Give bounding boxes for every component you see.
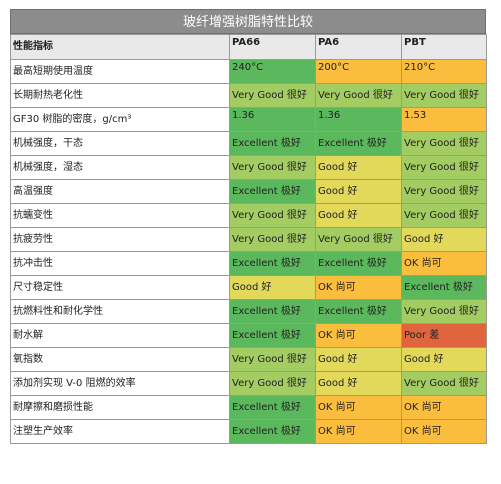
rating-cell-pa66: Excellent 极好: [229, 299, 316, 324]
table-row: 耐水解 Excellent 极好 OK 尚可 Poor 差: [10, 323, 487, 348]
table-row: 耐摩擦和磨损性能 Excellent 极好 OK 尚可 OK 尚可: [10, 395, 487, 420]
rating-cell-pa66: Excellent 极好: [229, 251, 316, 276]
table-row: 机械强度，干态 Excellent 极好 Excellent 极好 Very Good…: [10, 131, 487, 156]
row-label: 机械强度，湿态: [10, 155, 230, 180]
rating-cell-pa6: Very Good 很好: [315, 227, 402, 252]
rating-cell-pa66: Excellent 极好: [229, 419, 316, 444]
rating-cell-pbt: OK 尚可: [401, 419, 487, 444]
row-label: 高温强度: [10, 179, 230, 204]
rating-cell-pbt: 1.53: [401, 107, 487, 132]
row-label: 长期耐热老化性: [10, 83, 230, 108]
table-row: 注塑生产效率 Excellent 极好 OK 尚可 OK 尚可: [10, 419, 487, 444]
rating-cell-pbt: Good 好: [401, 227, 487, 252]
table-row: GF30 树脂的密度，g/cm³ 1.36 1.36 1.53: [10, 107, 487, 132]
table-row: 抗燃料性和耐化学性 Excellent 极好 Excellent 极好 Very Go…: [10, 299, 487, 324]
rating-cell-pbt: Very Good 很好: [401, 179, 487, 204]
rating-cell-pa6: Good 好: [315, 371, 402, 396]
row-label: 抗冲击性: [10, 251, 230, 276]
row-label: 耐水解: [10, 323, 230, 348]
row-label: 机械强度，干态: [10, 131, 230, 156]
rating-cell-pbt: Very Good 很好: [401, 131, 487, 156]
table-row: 机械强度，湿态 Very Good 很好 Good 好 Very Good 很好: [10, 155, 487, 180]
rating-cell-pa6: 200°C: [315, 59, 402, 84]
row-label: 添加剂实现 V-0 阻燃的效率: [10, 371, 230, 396]
table-row: 抗疲劳性 Very Good 很好 Very Good 很好 Good 好: [10, 227, 487, 252]
row-label: 注塑生产效率: [10, 419, 230, 444]
rating-cell-pa66: 1.36: [229, 107, 316, 132]
table-row: 氧指数 Very Good 很好 Good 好 Good 好: [10, 347, 487, 372]
rating-cell-pa66: Very Good 很好: [229, 227, 316, 252]
rating-cell-pa6: OK 尚可: [315, 275, 402, 300]
rating-cell-pa66: Very Good 很好: [229, 347, 316, 372]
comparison-table-container: 玻纤增强树脂特性比较 性能指标 PA66 PA6 PBT 最高短期使用温度 240…: [10, 9, 487, 444]
rating-cell-pa6: Excellent 极好: [315, 299, 402, 324]
rating-cell-pa66: Good 好: [229, 275, 316, 300]
table-row: 长期耐热老化性 Very Good 很好 Very Good 很好 Very Good…: [10, 83, 487, 108]
table-row: 高温强度 Excellent 极好 Good 好 Very Good 很好: [10, 179, 487, 204]
row-label: 尺寸稳定性: [10, 275, 230, 300]
rating-cell-pa6: OK 尚可: [315, 395, 402, 420]
rating-cell-pa6: Good 好: [315, 179, 402, 204]
rating-cell-pa66: Excellent 极好: [229, 395, 316, 420]
row-label: 抗燃料性和耐化学性: [10, 299, 230, 324]
rating-cell-pa6: OK 尚可: [315, 419, 402, 444]
rating-cell-pbt: Very Good 很好: [401, 203, 487, 228]
table-row: 添加剂实现 V-0 阻燃的效率 Very Good 很好 Good 好 Very Go…: [10, 371, 487, 396]
header-pbt: PBT: [401, 34, 487, 60]
rating-cell-pbt: Poor 差: [401, 323, 487, 348]
rating-cell-pbt: Excellent 极好: [401, 275, 487, 300]
rating-cell-pa66: Very Good 很好: [229, 371, 316, 396]
table-row: 抗蠕变性 Very Good 很好 Good 好 Very Good 很好: [10, 203, 487, 228]
table-row: 最高短期使用温度 240°C 200°C 210°C: [10, 59, 487, 84]
row-label: 耐摩擦和磨损性能: [10, 395, 230, 420]
rating-cell-pa6: Good 好: [315, 347, 402, 372]
rating-cell-pbt: Very Good 很好: [401, 299, 487, 324]
rating-cell-pa66: 240°C: [229, 59, 316, 84]
rating-cell-pa6: Excellent 极好: [315, 251, 402, 276]
rating-cell-pbt: Very Good 很好: [401, 155, 487, 180]
comparison-table: 性能指标 PA66 PA6 PBT 最高短期使用温度 240°C 200°C 210°…: [10, 34, 487, 444]
row-label: 最高短期使用温度: [10, 59, 230, 84]
rating-cell-pa66: Excellent 极好: [229, 323, 316, 348]
rating-cell-pa6: Good 好: [315, 155, 402, 180]
rating-cell-pbt: OK 尚可: [401, 395, 487, 420]
rating-cell-pa66: Very Good 很好: [229, 83, 316, 108]
rating-cell-pa6: Very Good 很好: [315, 83, 402, 108]
rating-cell-pa6: Good 好: [315, 203, 402, 228]
rating-cell-pa6: 1.36: [315, 107, 402, 132]
rating-cell-pa66: Excellent 极好: [229, 131, 316, 156]
row-label: GF30 树脂的密度，g/cm³: [10, 107, 230, 132]
rating-cell-pa66: Very Good 很好: [229, 155, 316, 180]
rating-cell-pbt: Very Good 很好: [401, 371, 487, 396]
row-label: 氧指数: [10, 347, 230, 372]
rating-cell-pa6: Excellent 极好: [315, 131, 402, 156]
header-pa6: PA6: [315, 34, 402, 60]
row-label: 抗疲劳性: [10, 227, 230, 252]
rating-cell-pa66: Very Good 很好: [229, 203, 316, 228]
table-title: 玻纤增强树脂特性比较: [10, 9, 486, 34]
rating-cell-pa66: Excellent 极好: [229, 179, 316, 204]
row-label: 抗蠕变性: [10, 203, 230, 228]
header-property: 性能指标: [10, 34, 230, 60]
rating-cell-pbt: Very Good 很好: [401, 83, 487, 108]
table-row: 抗冲击性 Excellent 极好 Excellent 极好 OK 尚可: [10, 251, 487, 276]
table-row: 尺寸稳定性 Good 好 OK 尚可 Excellent 极好: [10, 275, 487, 300]
header-row: 性能指标 PA66 PA6 PBT: [10, 34, 487, 60]
table-body: 性能指标 PA66 PA6 PBT 最高短期使用温度 240°C 200°C 210°…: [10, 34, 487, 444]
header-pa66: PA66: [229, 34, 316, 60]
rating-cell-pbt: OK 尚可: [401, 251, 487, 276]
rating-cell-pa6: OK 尚可: [315, 323, 402, 348]
rating-cell-pbt: 210°C: [401, 59, 487, 84]
rating-cell-pbt: Good 好: [401, 347, 487, 372]
